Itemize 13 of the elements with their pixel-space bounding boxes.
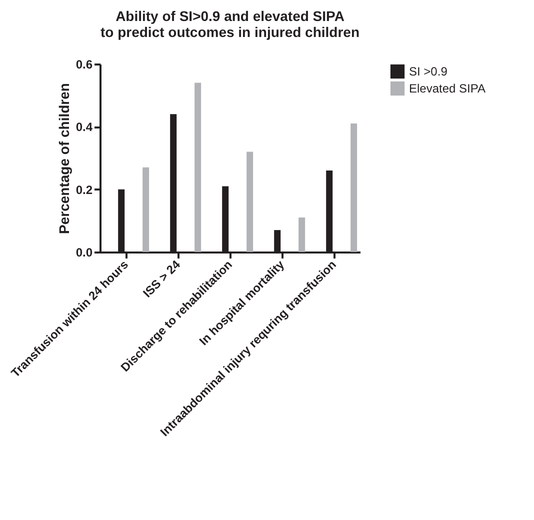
y-axis-title: Percentage of children (56, 83, 72, 234)
bar (142, 167, 150, 252)
bar (246, 152, 254, 252)
bar (298, 218, 306, 252)
chart-title: Ability of SI>0.9 and elevated SIPA to predict outcomes in injured children (100, 8, 360, 40)
y-tick-label: 0.2 (76, 182, 93, 197)
legend-label: Elevated SIPA (409, 82, 486, 96)
legend-label: SI >0.9 (409, 64, 448, 78)
y-tick-label: 0.6 (76, 58, 93, 72)
y-tick-label: 0.4 (76, 120, 93, 134)
bar (194, 82, 202, 252)
y-tick-label: 0.0 (76, 246, 93, 260)
bar (350, 124, 358, 252)
